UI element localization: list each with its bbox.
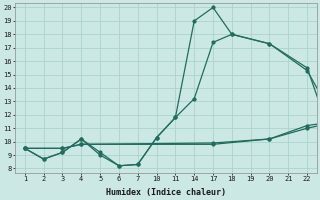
X-axis label: Humidex (Indice chaleur): Humidex (Indice chaleur) xyxy=(106,188,226,197)
